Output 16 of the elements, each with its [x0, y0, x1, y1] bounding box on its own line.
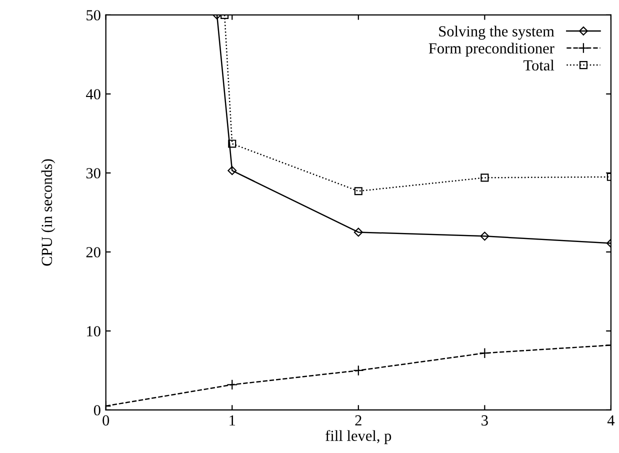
y-tick-label: 30 [86, 168, 100, 178]
x-tick-label: 4 [607, 415, 615, 426]
x-tick-label: 3 [482, 415, 488, 426]
x-tick-label: 2 [355, 415, 362, 426]
y-tick-label: 40 [86, 89, 100, 100]
x-tick-label: 1 [230, 415, 236, 426]
x-tick-label: 0 [102, 415, 110, 426]
y-tick-label: 50 [86, 10, 100, 20]
y-tick-label: 0 [94, 405, 100, 416]
y-tick-label: 20 [86, 247, 100, 258]
y-axis-title: CPU (in seconds) [41, 159, 56, 266]
legend-label: Solving the system [439, 26, 554, 40]
legend-label: Total [524, 60, 554, 71]
y-tick-label: 10 [87, 326, 100, 336]
x-axis-title: fill level, p [326, 430, 392, 444]
legend-label: Form preconditioner [428, 42, 554, 57]
